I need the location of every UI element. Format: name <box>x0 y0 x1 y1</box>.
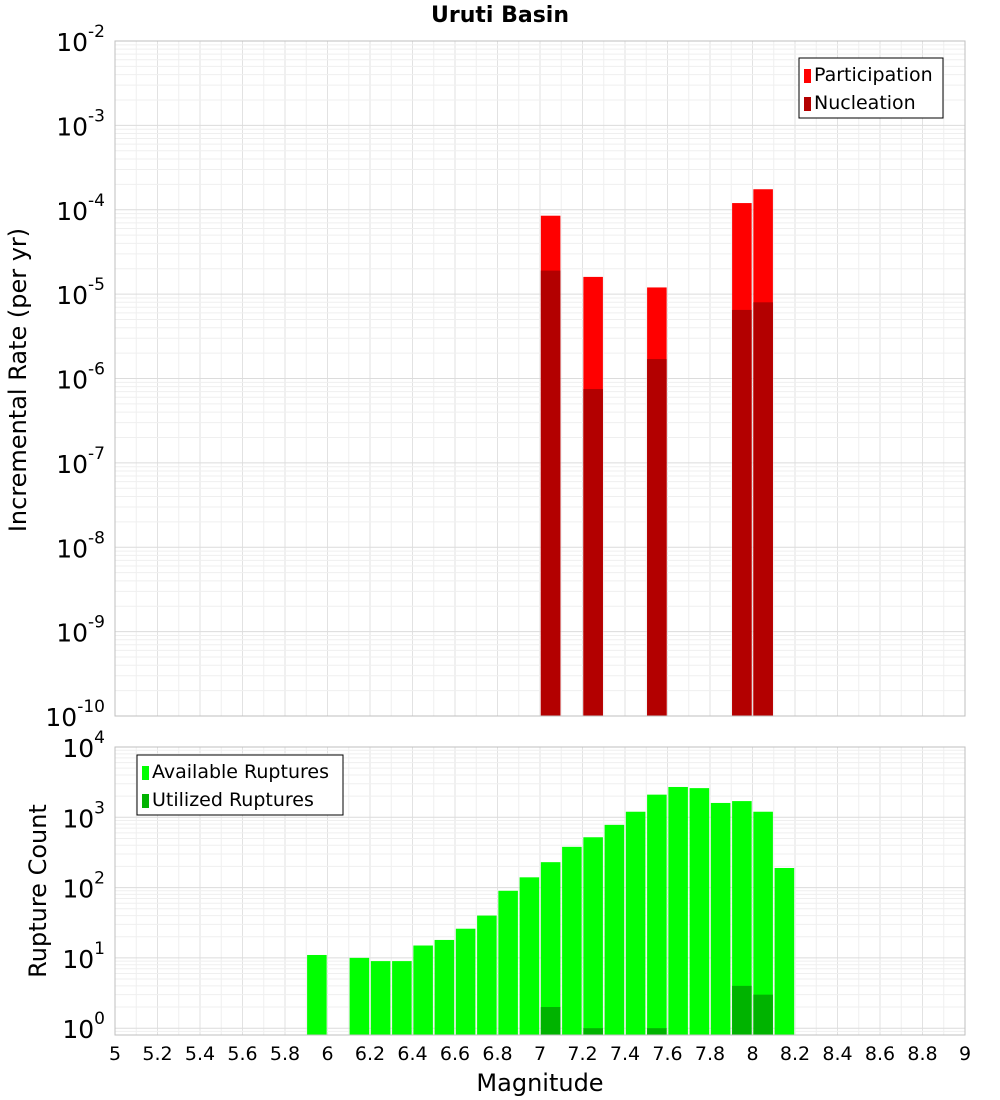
top-y-tick-label: 10-6 <box>56 360 105 395</box>
x-tick-label: 6.8 <box>482 1043 512 1065</box>
bottom-bar-utilized-ruptures <box>647 1028 667 1035</box>
top-grid <box>114 40 966 717</box>
top-legend-swatch <box>804 69 811 83</box>
bottom-bar-available-ruptures <box>434 939 455 1035</box>
x-tick-label: 6.4 <box>397 1043 427 1065</box>
x-tick-label: 7.6 <box>652 1043 682 1065</box>
top-legend-label: Participation <box>814 64 933 86</box>
x-tick-label: 5 <box>109 1043 121 1065</box>
bottom-y-tick-label: 100 <box>62 1009 105 1044</box>
top-y-ticks: 10-10 10-9 10-8 10-7 10-6 10-5 10-4 10-3 10-2 <box>45 22 105 732</box>
bottom-bar-available-ruptures <box>647 794 667 1035</box>
top-legend-swatch <box>804 97 811 111</box>
bottom-bar-available-ruptures <box>349 957 370 1035</box>
rupture-count-panel: 100 101 102 103 104 5 5.2 5.4 5.6 5.8 6 6.2 6.4 6.6 6.… <box>62 728 971 1065</box>
bottom-y-tick-label: 101 <box>62 939 105 974</box>
x-tick-label: 6.6 <box>440 1043 470 1065</box>
bottom-bar-available-ruptures <box>307 954 327 1035</box>
bottom-bar-available-ruptures <box>753 811 773 1035</box>
participation-nucleation-panel: 10-10 10-9 10-8 10-7 10-6 10-5 10-4 10-3 10-2 Par… <box>45 22 966 732</box>
bottom-y-tick-label: 102 <box>62 869 105 904</box>
bottom-y-ticks: 100 101 102 103 104 <box>62 728 105 1044</box>
bottom-bar-available-ruptures <box>562 846 582 1035</box>
bottom-bar-available-ruptures <box>732 801 752 1035</box>
bottom-bar-available-ruptures <box>668 786 688 1035</box>
bottom-bar-available-ruptures <box>689 788 710 1035</box>
bottom-bar-available-ruptures <box>540 862 561 1035</box>
bottom-bar-available-ruptures <box>604 824 625 1035</box>
top-bar-nucleation <box>732 309 752 716</box>
chart-title: Uruti Basin <box>431 3 569 28</box>
x-tick-label: 5.8 <box>270 1043 300 1065</box>
bottom-bar-available-ruptures <box>583 837 603 1035</box>
top-y-tick-label: 10-4 <box>56 191 105 226</box>
bottom-legend-label: Utilized Ruptures <box>152 789 314 811</box>
bottom-x-ticks: 5 5.2 5.4 5.6 5.8 6 6.2 6.4 6.6 6.8 7 7.2 7.4 7.6 7.8 8… <box>109 1043 971 1065</box>
bottom-legend-label: Available Ruptures <box>152 761 329 783</box>
top-bar-nucleation <box>540 270 561 716</box>
x-tick-label: 8.4 <box>822 1043 852 1065</box>
x-tick-label: 8 <box>746 1043 758 1065</box>
bottom-bar-available-ruptures <box>477 915 497 1035</box>
bottom-bar-available-ruptures <box>519 877 540 1035</box>
bottom-bar-available-ruptures <box>455 928 476 1035</box>
top-y-tick-label: 10-8 <box>56 528 105 563</box>
top-y-tick-label: 10-2 <box>56 22 105 57</box>
x-tick-label: 7 <box>534 1043 546 1065</box>
bottom-bar-utilized-ruptures <box>732 985 752 1035</box>
x-tick-label: 9 <box>959 1043 971 1065</box>
top-y-tick-label: 10-5 <box>56 275 105 310</box>
x-tick-label: 5.6 <box>227 1043 257 1065</box>
bottom-legend-swatch <box>142 794 149 808</box>
bottom-bar-available-ruptures <box>710 802 731 1035</box>
top-y-tick-label: 10-9 <box>56 613 105 648</box>
bottom-bar-available-ruptures <box>370 961 391 1035</box>
bottom-legend-swatch <box>142 766 149 780</box>
bottom-bar-available-ruptures <box>392 961 412 1035</box>
bottom-legend-box <box>136 754 344 816</box>
x-tick-label: 6 <box>321 1043 333 1065</box>
bottom-y-tick-label: 104 <box>62 728 105 763</box>
x-tick-label: 8.2 <box>780 1043 810 1065</box>
bottom-series-1 <box>540 985 773 1035</box>
top-bar-nucleation <box>647 359 667 716</box>
x-tick-label: 5.2 <box>142 1043 172 1065</box>
bottom-bar-available-ruptures <box>625 811 646 1035</box>
bottom-y-axis-label: Rupture Count <box>24 804 52 978</box>
bottom-bar-utilized-ruptures <box>753 994 773 1035</box>
top-legend-box <box>798 57 944 119</box>
bottom-bar-available-ruptures <box>774 867 795 1035</box>
top-series-1 <box>540 270 773 716</box>
top-plot-frame <box>114 40 966 717</box>
bottom-legend: Available Ruptures Utilized Ruptures <box>136 754 344 816</box>
bottom-bar-utilized-ruptures <box>583 1028 603 1035</box>
top-bar-nucleation <box>583 389 603 716</box>
x-tick-label: 8.8 <box>907 1043 937 1065</box>
top-y-tick-label: 10-7 <box>56 444 105 479</box>
top-legend: Participation Nucleation <box>798 57 944 119</box>
top-y-tick-label: 10-10 <box>45 697 105 732</box>
bottom-plot-frame <box>114 746 966 1036</box>
x-axis-label: Magnitude <box>476 1069 603 1097</box>
x-tick-label: 7.2 <box>567 1043 597 1065</box>
x-tick-label: 7.8 <box>695 1043 725 1065</box>
top-y-tick-label: 10-3 <box>56 106 105 141</box>
bottom-y-tick-label: 103 <box>62 798 105 833</box>
bottom-bar-available-ruptures <box>498 890 518 1035</box>
top-legend-label: Nucleation <box>814 92 916 114</box>
bottom-bar-available-ruptures <box>413 945 433 1035</box>
x-tick-label: 5.4 <box>185 1043 215 1065</box>
x-tick-label: 8.6 <box>865 1043 895 1065</box>
x-tick-label: 7.4 <box>610 1043 640 1065</box>
bottom-series-0 <box>307 786 795 1035</box>
bottom-bar-utilized-ruptures <box>540 1007 561 1035</box>
top-y-axis-label: Incremental Rate (per yr) <box>4 228 32 532</box>
x-tick-label: 6.2 <box>355 1043 385 1065</box>
top-bar-nucleation <box>753 302 773 716</box>
